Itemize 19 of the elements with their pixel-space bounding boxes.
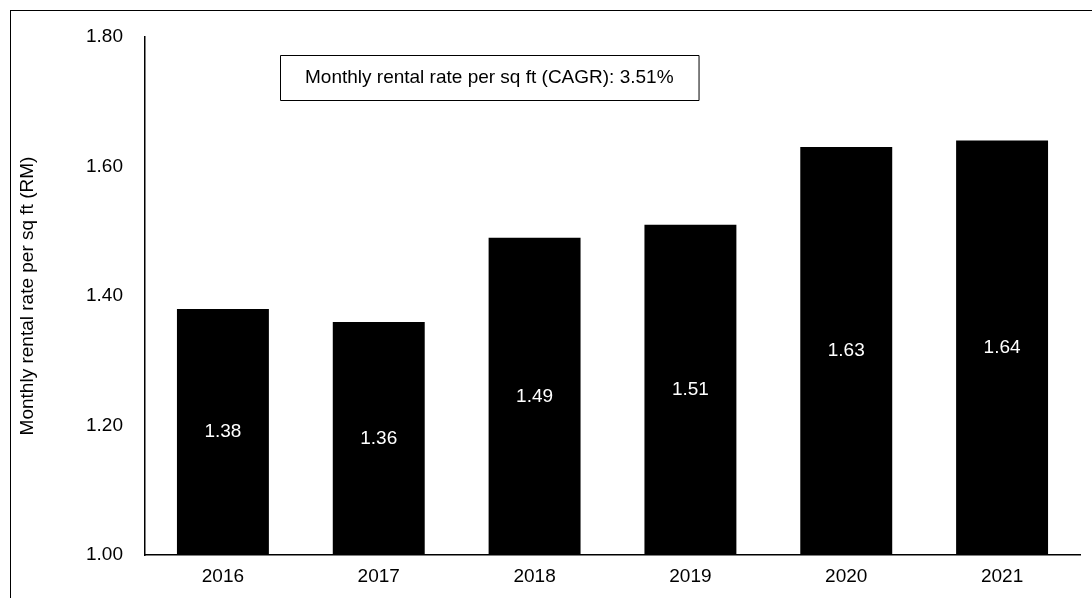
x-tick-label: 2021 <box>980 564 1024 586</box>
y-tick-label: 1.20 <box>86 413 123 435</box>
data-label: 1.51 <box>671 378 709 400</box>
x-tick-label: 2017 <box>357 564 400 586</box>
x-tick-label: 2018 <box>513 564 556 586</box>
annotation: Monthly rental rate per sq ft (CAGR): 3.51% <box>305 65 674 87</box>
data-label: 1.64 <box>983 336 1021 358</box>
y-tick-label: 1.00 <box>86 543 123 565</box>
x-tick-label: 2020 <box>825 564 868 586</box>
data-label: 1.49 <box>516 384 554 406</box>
y-tick-label: 1.80 <box>86 25 123 47</box>
data-label: 1.38 <box>204 420 242 442</box>
x-tick-label: 2016 <box>201 564 245 586</box>
y-tick-label: 1.60 <box>86 154 123 176</box>
y-axis-title: Monthly rental rate per sq ft (RM) <box>15 156 37 436</box>
x-tick-label: 2019 <box>669 564 712 586</box>
data-label: 1.36 <box>360 426 398 448</box>
data-label: 1.63 <box>827 339 865 361</box>
y-tick-label: 1.40 <box>86 284 123 306</box>
